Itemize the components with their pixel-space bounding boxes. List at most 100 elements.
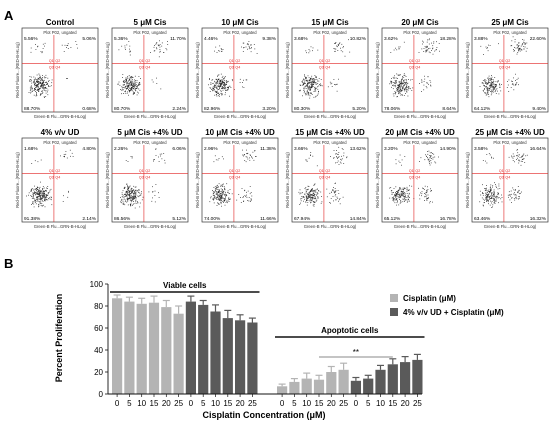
flow-dot xyxy=(39,196,41,198)
flow-dot xyxy=(129,45,131,47)
flow-dot xyxy=(130,79,132,81)
flow-dot xyxy=(124,204,126,206)
flow-dot xyxy=(35,193,37,195)
flow-dot xyxy=(213,88,214,89)
flow-dot xyxy=(135,197,136,198)
flow-dot xyxy=(304,81,305,83)
flow-dot xyxy=(481,197,483,199)
flow-dot xyxy=(37,190,39,192)
flow-plot-title: 20 μM Cis xyxy=(401,18,439,27)
flow-dot xyxy=(305,93,307,95)
flow-dot xyxy=(223,85,224,86)
gate-label: Q3 xyxy=(409,175,414,179)
flow-dot xyxy=(28,92,30,93)
flow-dot xyxy=(42,87,44,89)
flow-dot xyxy=(215,159,217,161)
flow-dot xyxy=(217,79,218,81)
flow-dot xyxy=(46,194,48,196)
flow-dot xyxy=(228,197,230,199)
flow-dot xyxy=(138,76,140,77)
flow-dot xyxy=(36,86,37,88)
flow-dot xyxy=(404,79,406,81)
flow-dot xyxy=(317,93,319,95)
flow-dot xyxy=(346,156,348,158)
flow-dot xyxy=(231,193,233,195)
flow-dot xyxy=(216,82,218,84)
flow-dot xyxy=(512,83,514,84)
flow-dot xyxy=(130,77,131,79)
flow-dot xyxy=(46,83,48,84)
flow-dot xyxy=(34,192,36,194)
flow-dot xyxy=(390,187,392,188)
quadrant-ur-value: 18.28% xyxy=(440,36,457,42)
flow-dot xyxy=(232,80,233,82)
flow-dot xyxy=(430,188,431,190)
flow-dot xyxy=(335,190,336,192)
flow-dot xyxy=(133,198,135,200)
flow-dot xyxy=(396,90,398,92)
flow-dot xyxy=(135,191,136,193)
flow-dot xyxy=(43,89,45,91)
flow-dot xyxy=(515,83,517,85)
flow-dot xyxy=(153,159,155,161)
flow-dot xyxy=(124,86,126,88)
flow-dot xyxy=(45,194,47,195)
flow-dot xyxy=(431,50,432,51)
flow-dot xyxy=(398,87,400,89)
flow-dot xyxy=(135,193,137,195)
flow-dot xyxy=(513,84,514,86)
flow-dot xyxy=(33,80,35,82)
flow-dot xyxy=(326,188,328,190)
flow-dot xyxy=(224,198,226,200)
flow-dot xyxy=(318,90,319,92)
flow-dot xyxy=(389,187,391,189)
flow-dot xyxy=(156,47,157,49)
flow-dot xyxy=(488,199,489,201)
flow-dot xyxy=(522,39,523,40)
flow-dot xyxy=(210,83,212,85)
flow-dot xyxy=(227,89,229,91)
flow-dot xyxy=(224,83,225,85)
flow-dot xyxy=(426,191,428,193)
flow-dot xyxy=(307,88,309,90)
flow-y-label: Red-B Fluore...(RED-B-HLog) xyxy=(375,42,380,98)
flow-dot xyxy=(330,156,331,157)
flow-dot xyxy=(217,199,219,200)
flow-dot xyxy=(495,93,497,94)
flow-dot xyxy=(42,86,44,87)
flow-dot xyxy=(218,158,220,159)
flow-dot xyxy=(309,79,311,80)
flow-dot xyxy=(63,195,64,197)
flow-dot xyxy=(223,202,224,203)
flow-dot xyxy=(228,201,230,202)
flow-dot xyxy=(510,193,512,195)
flow-dot xyxy=(210,87,212,89)
bar xyxy=(387,364,398,394)
flow-dot xyxy=(217,203,219,204)
flow-dot xyxy=(36,80,38,82)
flow-dot xyxy=(224,200,225,202)
flow-dot xyxy=(400,201,401,203)
flow-dot xyxy=(219,197,221,198)
flow-dot xyxy=(491,194,492,196)
flow-dot xyxy=(429,47,431,49)
flow-dot xyxy=(391,192,393,193)
flow-dot xyxy=(500,198,502,200)
flow-dot xyxy=(44,45,45,47)
flow-dot xyxy=(249,186,251,187)
flow-dot xyxy=(429,157,431,158)
flow-dot xyxy=(303,88,305,90)
gate-label: Q1 xyxy=(409,59,414,63)
flow-dot xyxy=(410,88,411,90)
flow-dot xyxy=(32,196,34,198)
flow-dot xyxy=(516,53,518,55)
flow-dot xyxy=(60,155,61,157)
flow-dot xyxy=(401,78,403,80)
flow-dot xyxy=(142,196,144,198)
flow-dot xyxy=(331,191,332,193)
flow-dot xyxy=(121,88,123,90)
flow-dot xyxy=(401,188,403,190)
flow-dot xyxy=(41,194,43,196)
flow-dot xyxy=(404,200,406,201)
flow-dot xyxy=(512,160,514,161)
